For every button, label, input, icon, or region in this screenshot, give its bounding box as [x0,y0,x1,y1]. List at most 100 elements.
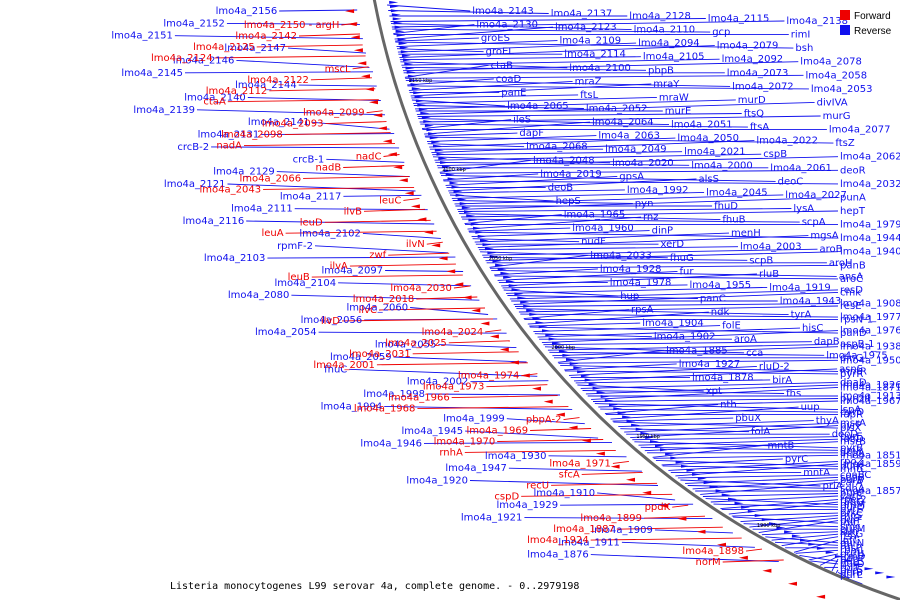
reverse-label-lmo4a-1910: lmo4a_1910 [534,488,596,499]
reverse-callout-fabd [638,438,839,446]
reverse-label-lmo4a-1908: lmo4a_1908 [840,299,900,310]
reverse-callout-lmo4a-2055 [438,344,517,349]
reverse-callout-lmo4a-2116 [246,220,435,225]
forward-gene-mark [555,412,565,417]
reverse-label-lmo4a-2045: lmo4a_2045 [706,187,768,198]
reverse-callout-pure [799,554,839,562]
reverse-callout-fhug [480,251,668,259]
reverse-callout-lmo4a-1940 [485,251,839,262]
reverse-callout-aroc [494,275,839,280]
reverse-gene-mark [584,378,594,382]
forward-gene-mark [424,230,434,235]
reverse-callout-rlub [501,273,758,287]
forward-gene-mark [510,360,519,365]
reverse-label-gcp: gcp [712,27,730,38]
reverse-gene-mark [495,263,505,267]
reverse-label-plsx: plsX [840,423,861,434]
reverse-label-aspb-1: aspB-1 [840,339,875,350]
forward-callout-lmo4a-2122 [310,77,372,81]
reverse-callout-lmo4a-1999 [506,418,585,425]
reverse-callout-msrb [644,441,839,452]
reverse-label-cara: carA [840,477,863,488]
forward-label-lmo4a-2093: lmo4a_2093 [262,119,324,130]
reverse-callout-rpmf-2 [314,245,449,254]
reverse-callout-lmo4a-1871 [591,386,839,400]
forward-gene-mark [361,74,370,79]
reverse-callout-lmo4a-1911 [621,541,755,548]
reverse-gene-mark [511,288,521,292]
reverse-label-fhud: fhuD [714,201,738,212]
reverse-label-lmo4a-1928: lmo4a_1928 [600,264,662,275]
forward-gene-mark [417,217,427,222]
forward-callout-ilvb [363,208,426,212]
forward-gene-mark [499,347,509,352]
forward-label-lmo4a-1971: lmo4a_1971 [549,458,611,469]
reverse-label-fola: folA [751,427,770,438]
reverse-callout-bira [575,379,771,384]
forward-callout-lmo4a-1969 [530,428,592,431]
reverse-callout-pyrr [564,370,839,375]
reverse-label-rlub: rluB [759,269,779,280]
reverse-gene-mark [410,83,420,86]
forward-gene-mark [353,48,363,53]
reverse-callout-puna [457,196,839,210]
reverse-label-lmo4a-2064: lmo4a_2064 [592,117,654,128]
forward-callout-lmo4a-2001 [376,362,528,366]
reverse-callout-uup [610,406,799,420]
reverse-label-bira: birA [772,375,792,386]
reverse-callout-scpa [462,218,800,223]
reverse-label-aroc: aroC [840,274,863,285]
reverse-label-lmo4a-2000: lmo4a_2000 [691,160,753,171]
reverse-callout-lmo4a-1902 [534,333,652,338]
reverse-label-lmo4a-1965: lmo4a_1965 [564,210,626,221]
forward-gene-mark [543,399,553,404]
reverse-label-lmo4a-1950: lmo4a_1950 [840,355,900,366]
reverse-label-mntb: mntB [768,440,795,451]
forward-gene-mark [431,243,441,248]
reverse-callout-murg [419,115,821,123]
forward-gene-mark [398,178,408,183]
forward-callout-sfca [581,471,643,475]
reverse-label-heps: hepS [556,196,581,207]
reverse-gene-mark [640,431,650,435]
reverse-callout-purs [835,569,839,574]
reverse-callout-lmo4a-1930 [548,455,627,458]
reverse-label-lmo4a-2143: lmo4a_2143 [472,6,534,17]
reverse-callout-purh [808,553,839,561]
forward-callout-nada [243,143,396,147]
forward-gene-mark [568,425,578,430]
forward-callout-lmo4a-2093 [325,121,387,125]
reverse-callout-mray [410,83,652,97]
forward-callout-ppdk [672,504,689,508]
reverse-label-dapb: dapB [814,337,840,348]
chromosome-backbone [372,0,900,600]
reverse-callout-hisc [537,327,801,338]
forward-gene-mark [717,542,726,547]
reverse-callout-ftsz [425,136,834,144]
forward-gene-mark [393,165,403,170]
reverse-label-lmo4a-1871: lmo4a_1871 [840,382,900,393]
reverse-gene-mark [464,210,473,214]
reverse-gene-mark [834,555,844,558]
reverse-callout-lmo4a-1945 [465,430,599,439]
reverse-label-fole: folE [722,321,741,332]
forward-callout-lmo4a-2125 [256,44,363,48]
reverse-label-arob: aroB [820,244,843,255]
forward-callout-ilva [349,263,456,267]
reverse-label-lmo4a-2062: lmo4a_2062 [840,152,900,163]
reverse-callout-gcp [392,28,711,33]
reverse-label-lmo4a-1930: lmo4a_1930 [485,451,547,462]
reverse-gene-mark [497,267,507,271]
reverse-label-tyra: tyrA [791,310,812,321]
reverse-callout-deor [440,169,839,174]
forward-label-lmo4a-2030: lmo4a_2030 [390,283,452,294]
reverse-gene-mark [505,280,515,283]
forward-label-lmo4a-2098: lmo4a_2098 [221,130,283,141]
reverse-callout-lmo4a-1926 [585,384,839,395]
forward-label-leua: leuA [261,228,283,239]
forward-label-ilvd: ilvD [321,316,340,327]
reverse-callout-gmk [640,446,839,451]
reverse-callout-lmo4a-2138 [391,20,785,28]
reverse-gene-mark [400,50,410,54]
reverse-callout-plsx [613,421,839,429]
